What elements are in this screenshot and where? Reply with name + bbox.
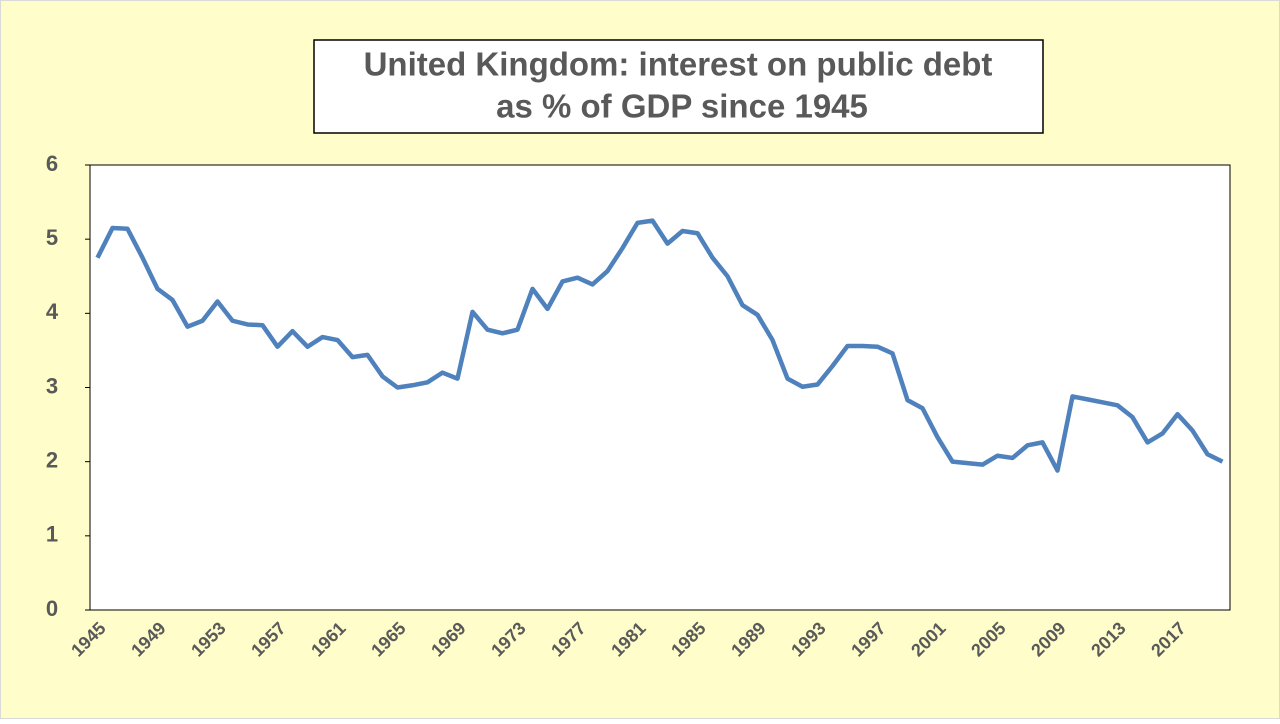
data-line: [95, 218, 1224, 473]
y-tick-label: 6: [46, 151, 58, 176]
y-tick-label: 0: [46, 596, 58, 621]
y-tick-label: 3: [46, 373, 58, 398]
y-tick-label: 5: [46, 225, 58, 250]
plot-area: [89, 164, 1231, 611]
chart-title: United Kingdom: interest on public debt: [364, 46, 993, 83]
y-tick-label: 1: [46, 522, 58, 547]
y-tick-label: 2: [46, 447, 58, 472]
y-tick-label: 4: [46, 299, 59, 324]
title-box: [313, 39, 1044, 134]
chart-subtitle: as % of GDP since 1945: [496, 88, 868, 125]
